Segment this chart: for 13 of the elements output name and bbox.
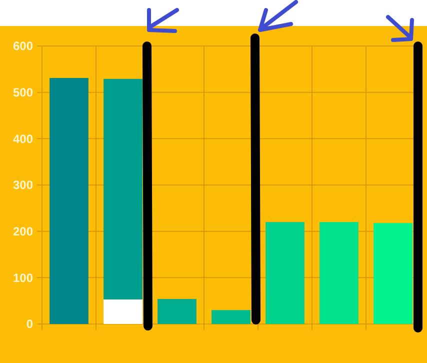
y-tick-label: 200 (12, 224, 34, 239)
y-tick-label: 300 (12, 178, 34, 192)
bar (320, 222, 358, 324)
bar (50, 78, 88, 324)
y-tick-label: 500 (12, 86, 34, 100)
y-tick-label: 0 (26, 317, 34, 332)
bar (266, 222, 304, 324)
y-tick-label: 400 (12, 132, 34, 146)
y-tick-label: 600 (12, 39, 34, 54)
bar (212, 310, 250, 324)
bar (158, 298, 196, 324)
y-tick-label: 100 (12, 270, 34, 285)
bar (104, 299, 142, 324)
